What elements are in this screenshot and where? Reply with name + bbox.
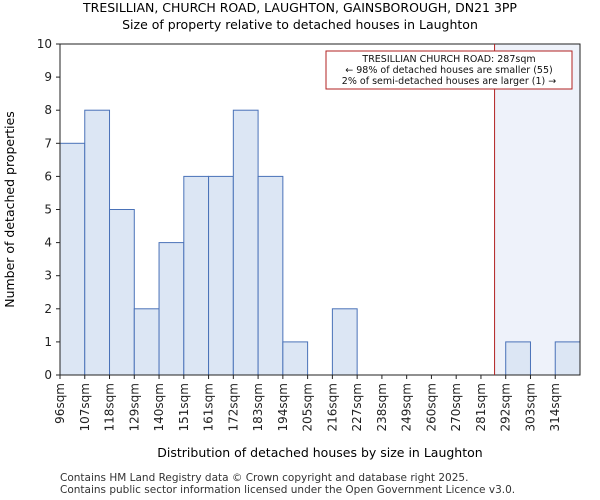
x-tick-label: 303sqm — [523, 383, 537, 431]
x-tick-label: 281sqm — [474, 383, 488, 431]
y-tick-label: 6 — [44, 169, 52, 183]
footer-copyright: Contains HM Land Registry data © Crown c… — [60, 472, 469, 484]
footer-licence: Contains public sector information licen… — [60, 484, 516, 496]
y-tick-label: 10 — [37, 37, 52, 51]
highlight-region — [494, 44, 580, 375]
x-tick-label: 238sqm — [375, 383, 389, 431]
x-tick-label: 270sqm — [449, 383, 463, 431]
bar — [133, 308, 160, 376]
y-tick-label: 4 — [44, 236, 52, 250]
x-tick-label: 227sqm — [350, 383, 364, 431]
y-tick-label: 9 — [44, 70, 52, 84]
bar — [208, 175, 234, 376]
y-tick-label: 5 — [44, 203, 52, 217]
x-tick-label: 172sqm — [226, 383, 240, 431]
x-tick-label: 216sqm — [325, 383, 339, 431]
bar — [505, 341, 531, 376]
chart-subtitle: Size of property relative to detached ho… — [122, 17, 478, 32]
y-tick-label: 0 — [44, 368, 52, 382]
x-tick-label: 249sqm — [400, 383, 414, 431]
bar — [232, 109, 259, 376]
chart-title: TRESILLIAN, CHURCH ROAD, LAUGHTON, GAINS… — [83, 0, 517, 15]
bar — [554, 341, 581, 376]
x-tick-label: 161sqm — [202, 383, 216, 431]
x-tick-label: 107sqm — [78, 383, 92, 431]
bar — [59, 142, 86, 376]
y-axis-title: Number of detached properties — [2, 111, 17, 308]
x-tick-label: 118sqm — [103, 383, 117, 431]
x-tick-label: 314sqm — [548, 383, 562, 431]
annotation-box — [325, 50, 573, 90]
bar — [257, 175, 284, 376]
annotation-text: ← 98% of detached houses are smaller (55… — [345, 65, 552, 76]
bar — [109, 209, 135, 376]
y-tick-label: 8 — [44, 103, 52, 117]
annotation-text: TRESILLIAN CHURCH ROAD: 287sqm — [361, 54, 535, 65]
y-tick-label: 3 — [44, 269, 52, 283]
bar — [84, 109, 111, 376]
annotation-text: 2% of semi-detached houses are larger (1… — [342, 76, 556, 87]
x-tick-label: 151sqm — [177, 383, 191, 431]
x-tick-label: 292sqm — [499, 383, 513, 431]
bar — [331, 308, 358, 376]
bar — [282, 341, 309, 376]
x-tick-label: 140sqm — [152, 383, 166, 431]
x-tick-label: 183sqm — [251, 383, 265, 431]
bar — [158, 242, 185, 376]
x-axis-title: Distribution of detached houses by size … — [157, 445, 482, 460]
y-tick-label: 1 — [44, 335, 52, 349]
bar — [183, 175, 210, 376]
y-tick-label: 2 — [44, 302, 52, 316]
x-tick-label: 205sqm — [301, 383, 315, 431]
x-tick-label: 194sqm — [276, 383, 290, 431]
x-tick-label: 129sqm — [127, 383, 141, 431]
x-tick-label: 260sqm — [424, 383, 438, 431]
x-tick-label: 96sqm — [53, 383, 67, 424]
y-tick-label: 7 — [44, 136, 52, 150]
